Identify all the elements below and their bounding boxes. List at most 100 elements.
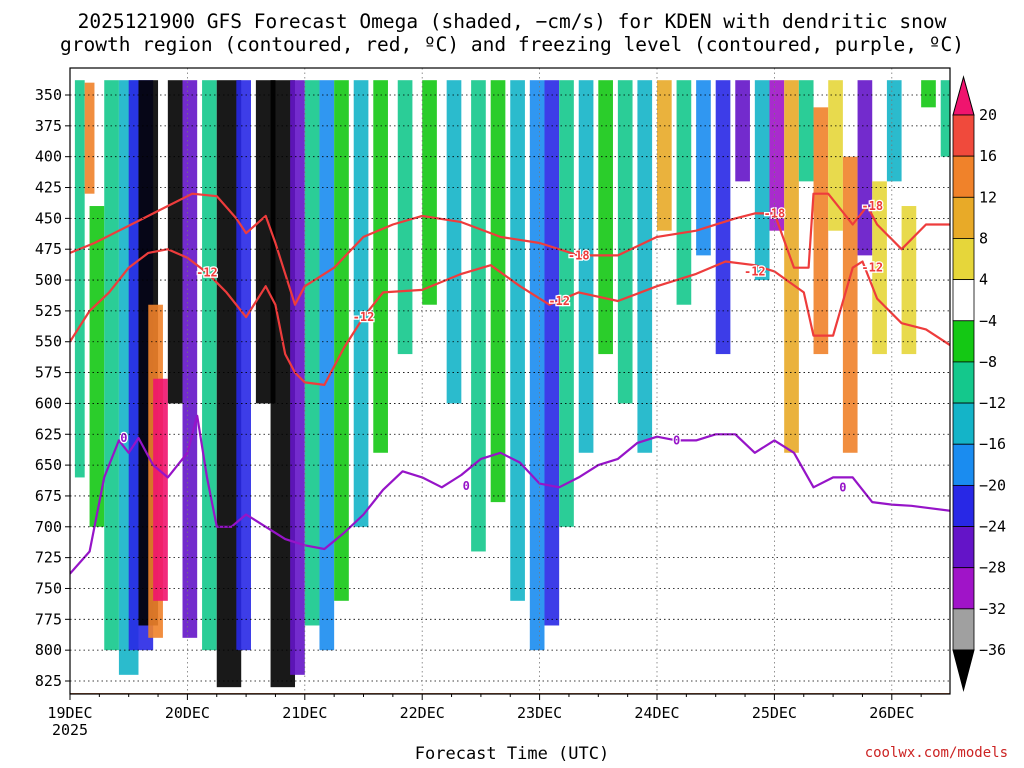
omega-column-28	[529, 80, 545, 651]
x-tick-label: 26DEC	[869, 704, 914, 722]
omega-column-11	[202, 80, 217, 651]
omega-column-37	[696, 80, 711, 256]
y-tick-label: 700	[35, 518, 62, 536]
x-tick-label: 22DEC	[400, 704, 445, 722]
omega-column-10	[182, 80, 198, 638]
colorbar-swatch-5	[952, 320, 975, 363]
colorbar-swatch-0	[952, 114, 975, 157]
y-tick-label: 450	[35, 209, 62, 227]
omega-column-38	[715, 80, 731, 355]
contour-label-2-1: 0	[463, 479, 470, 493]
y-tick-label: 625	[35, 425, 62, 443]
x-tick-label: 21DEC	[282, 704, 327, 722]
colorbar-swatch-11	[952, 567, 975, 610]
colorbar-swatch-1	[952, 155, 975, 198]
colorbar-swatch-10	[952, 526, 975, 569]
omega-column-33	[617, 80, 633, 404]
omega-column-24	[446, 80, 462, 404]
contour-label-1-1: -12	[353, 310, 375, 324]
contour-line-2	[70, 414, 950, 575]
x-tick-label: 2025	[52, 721, 88, 739]
omega-column-20	[353, 80, 369, 527]
colorbar-swatch-6	[952, 361, 975, 404]
omega-column-8	[153, 378, 168, 601]
colorbar-top-arrow	[952, 75, 975, 116]
contour-label-0-0: -18	[568, 248, 590, 262]
contour-label-1-0: -12	[196, 266, 218, 280]
credit-link[interactable]: coolwx.com/models	[864, 745, 1008, 761]
omega-column-13	[236, 80, 251, 651]
y-tick-label: 650	[35, 456, 62, 474]
contour-label-1-3: -12	[744, 264, 766, 278]
omega-column-9	[167, 80, 183, 404]
colorbar-tick-label: 8	[979, 229, 988, 247]
colorbar-swatch-7	[952, 402, 975, 445]
contour-label-2-3: 0	[839, 480, 846, 494]
omega-column-42	[784, 80, 799, 453]
colorbar-tick-label: 4	[979, 271, 988, 289]
omega-column-40	[754, 80, 770, 281]
omega-column-22	[397, 80, 413, 355]
omega-column-44	[813, 107, 829, 355]
omega-column-47	[857, 80, 873, 256]
omega-column-17	[304, 80, 320, 626]
omega-column-43	[798, 80, 814, 182]
y-tick-label: 475	[35, 240, 62, 258]
omega-column-36	[676, 80, 692, 305]
chart-title-line-1: 2025121900 GFS Forecast Omega (shaded, −…	[77, 10, 947, 33]
y-tick-label: 375	[35, 117, 62, 135]
y-tick-label: 500	[35, 271, 62, 289]
colorbar-bottom-arrow	[952, 649, 975, 692]
y-tick-label: 400	[35, 148, 62, 166]
omega-column-49	[886, 80, 902, 182]
colorbar-swatch-9	[952, 484, 975, 527]
omega-column-25	[471, 80, 486, 552]
x-axis-title: Forecast Time (UTC)	[414, 744, 610, 764]
omega-column-2	[89, 206, 105, 527]
omega-column-52	[940, 80, 950, 157]
y-tick-label: 725	[35, 549, 62, 567]
colorbar-tick-label: −24	[979, 518, 1006, 536]
omega-column-1	[84, 82, 95, 194]
omega-column-30	[559, 80, 574, 527]
omega-column-32	[598, 80, 613, 355]
colorbar-tick-label: −28	[979, 559, 1006, 577]
omega-column-35	[657, 80, 672, 231]
colorbar-swatch-3	[952, 238, 975, 281]
omega-column-0	[74, 80, 85, 478]
colorbar-tick-label: −16	[979, 435, 1006, 453]
y-tick-label: 550	[35, 333, 62, 351]
omega-column-21	[373, 80, 388, 453]
x-tick-label: 24DEC	[634, 704, 679, 722]
contour-label-1-2: -12	[548, 294, 570, 308]
omega-column-46	[842, 156, 858, 453]
y-tick-label: 600	[35, 394, 62, 412]
colorbar-tick-label: 20	[979, 106, 997, 124]
y-tick-label: 800	[35, 641, 62, 659]
colorbar-swatch-8	[952, 443, 975, 486]
colorbar-swatch-2	[952, 196, 975, 239]
omega-column-41	[769, 80, 785, 231]
y-tick-label: 825	[35, 672, 62, 690]
colorbar-tick-label: 12	[979, 188, 997, 206]
y-tick-label: 350	[35, 86, 62, 104]
x-tick-label: 23DEC	[517, 704, 562, 722]
omega-column-29	[544, 80, 560, 626]
omega-column-18	[319, 80, 335, 651]
x-tick-label: 19DEC	[47, 704, 92, 722]
contour-label-0-2: -18	[861, 199, 883, 213]
y-tick-label: 675	[35, 487, 62, 505]
omega-column-31	[578, 80, 594, 453]
omega-column-3	[104, 80, 119, 651]
y-tick-label: 525	[35, 302, 62, 320]
contour-line-1	[70, 248, 950, 386]
chart-title-line-2: growth region (contoured, red, ºC) and f…	[60, 33, 964, 56]
colorbar: 20 16 12 8 4 −4 −8 −12 −16 −20 −24 −28 −32 −36	[952, 75, 1006, 692]
omega-column-23	[422, 80, 437, 305]
contour-line-0	[70, 192, 950, 306]
contour-label-2-0: 0	[120, 431, 127, 445]
omega-column-27	[510, 80, 525, 601]
